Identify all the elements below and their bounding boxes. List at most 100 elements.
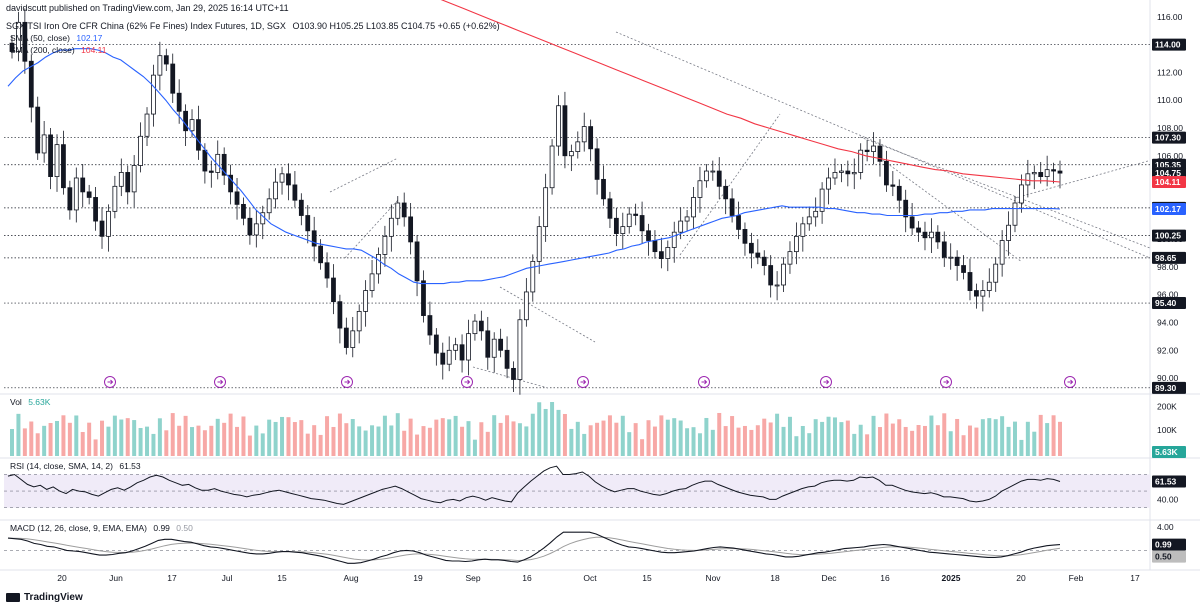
candle-body: [401, 202, 407, 218]
volume-bar: [929, 415, 934, 456]
candle-body: [601, 178, 606, 200]
volume-bar: [415, 434, 420, 456]
event-marker-arrow: [943, 379, 950, 385]
tradingview-logo[interactable]: TradingView: [6, 592, 83, 603]
candle-body: [157, 55, 163, 76]
candle-body: [793, 235, 799, 253]
macd-signal-legend-value: 0.50: [176, 523, 193, 533]
legend-sma50[interactable]: SMA (50, close) 102.17: [10, 33, 102, 43]
legend-volume[interactable]: Vol 5.63K: [10, 397, 50, 407]
price-badge: [1152, 229, 1186, 242]
candle-body: [562, 105, 568, 157]
candle-body: [980, 290, 986, 297]
candle-body: [884, 160, 889, 186]
candle-body: [703, 170, 709, 182]
volume-bar: [363, 430, 368, 456]
volume-bar: [865, 434, 870, 456]
candle-body: [523, 291, 529, 321]
volume-bar: [691, 427, 696, 456]
volume-bar: [1013, 421, 1017, 456]
event-marker-arrow: [344, 379, 351, 385]
price-badge-label: 98.65: [1155, 253, 1177, 263]
legend-sma200[interactable]: SMA (200, close) 104.11: [10, 45, 106, 55]
volume-bar: [337, 413, 342, 456]
macd-signal-badge-label: 0.50: [1155, 552, 1172, 562]
candle-body: [176, 92, 182, 112]
candle-body: [131, 165, 137, 193]
candle-body: [433, 334, 439, 354]
candle-body: [86, 191, 92, 198]
candle-body: [813, 210, 819, 218]
volume-bar: [440, 418, 445, 456]
price-badge: [1152, 202, 1186, 215]
volume-bar: [492, 415, 497, 456]
volume-bar: [16, 413, 21, 456]
x-tick-label: Aug: [343, 573, 358, 583]
volume-bar: [987, 418, 992, 456]
candle-body: [800, 223, 806, 237]
volume-bar: [550, 402, 555, 456]
volume-bar: [948, 431, 953, 456]
event-marker-arrow: [217, 379, 224, 385]
candle-body: [832, 172, 838, 179]
volume-bar: [633, 423, 638, 456]
event-marker-arrow: [107, 379, 114, 385]
price-badge: [1152, 297, 1186, 310]
legend-rsi[interactable]: RSI (14, close, SMA, 14, 2) 61.53: [10, 461, 141, 471]
x-tick-label: 17: [167, 573, 177, 583]
volume-bar: [620, 415, 625, 456]
volume-bar: [318, 434, 323, 456]
volume-bar: [260, 433, 265, 456]
x-tick-label: 18: [770, 573, 780, 583]
candle-body: [163, 55, 169, 65]
legend-macd[interactable]: MACD (12, 26, close, 9, EMA, EMA) 0.99 0…: [10, 523, 193, 533]
candle-body: [112, 185, 118, 212]
candle-body: [671, 231, 677, 248]
candle-body: [9, 42, 15, 52]
candle-body: [388, 217, 394, 237]
macd-badge-label: 0.99: [1155, 540, 1172, 550]
candle-body: [658, 251, 664, 259]
candle-body: [613, 217, 619, 234]
candle-body: [48, 134, 53, 177]
x-tick-label: 20: [57, 573, 67, 583]
price-badge: [1152, 131, 1186, 144]
sma200-label: SMA (200, close): [10, 45, 75, 55]
volume-bar: [601, 420, 606, 456]
candle-body: [376, 254, 381, 275]
macd-signal-badge: [1152, 550, 1186, 563]
volume-bar: [157, 418, 162, 456]
event-marker-icon: [1064, 376, 1076, 388]
volume-bar: [235, 426, 240, 456]
volume-bar: [202, 430, 207, 456]
volume-bar: [710, 429, 715, 456]
volume-bar: [389, 425, 394, 456]
volume-bar: [273, 421, 278, 456]
volume-bar: [935, 425, 940, 456]
candle-body: [491, 338, 497, 358]
candle-body: [1025, 173, 1031, 186]
volume-bar: [485, 431, 490, 456]
volume-bar: [196, 425, 201, 456]
event-marker-icon: [341, 376, 353, 388]
candle-body: [755, 252, 761, 258]
volume-bar: [813, 419, 818, 456]
candle-body: [196, 119, 201, 151]
candle-body: [620, 226, 626, 234]
x-tick-label: Sep: [465, 573, 480, 583]
x-tick-label: Nov: [705, 573, 721, 583]
candle-body: [144, 113, 150, 137]
volume-bar: [434, 419, 439, 456]
price-tick-label: 94.00: [1157, 318, 1179, 328]
candle-body: [639, 215, 645, 232]
volume-bar: [730, 416, 735, 456]
volume-bar: [768, 422, 773, 456]
volume-bar: [42, 425, 47, 456]
price-badge-label: 102.17: [1155, 204, 1181, 214]
volume-bar: [614, 422, 619, 456]
symbol-name[interactable]: SGX TSI Iron Ore CFR China (62% Fe Fines…: [6, 21, 286, 31]
volume-bar: [209, 425, 214, 456]
volume-bar: [190, 427, 195, 456]
tradingview-mark-icon: [6, 593, 20, 602]
